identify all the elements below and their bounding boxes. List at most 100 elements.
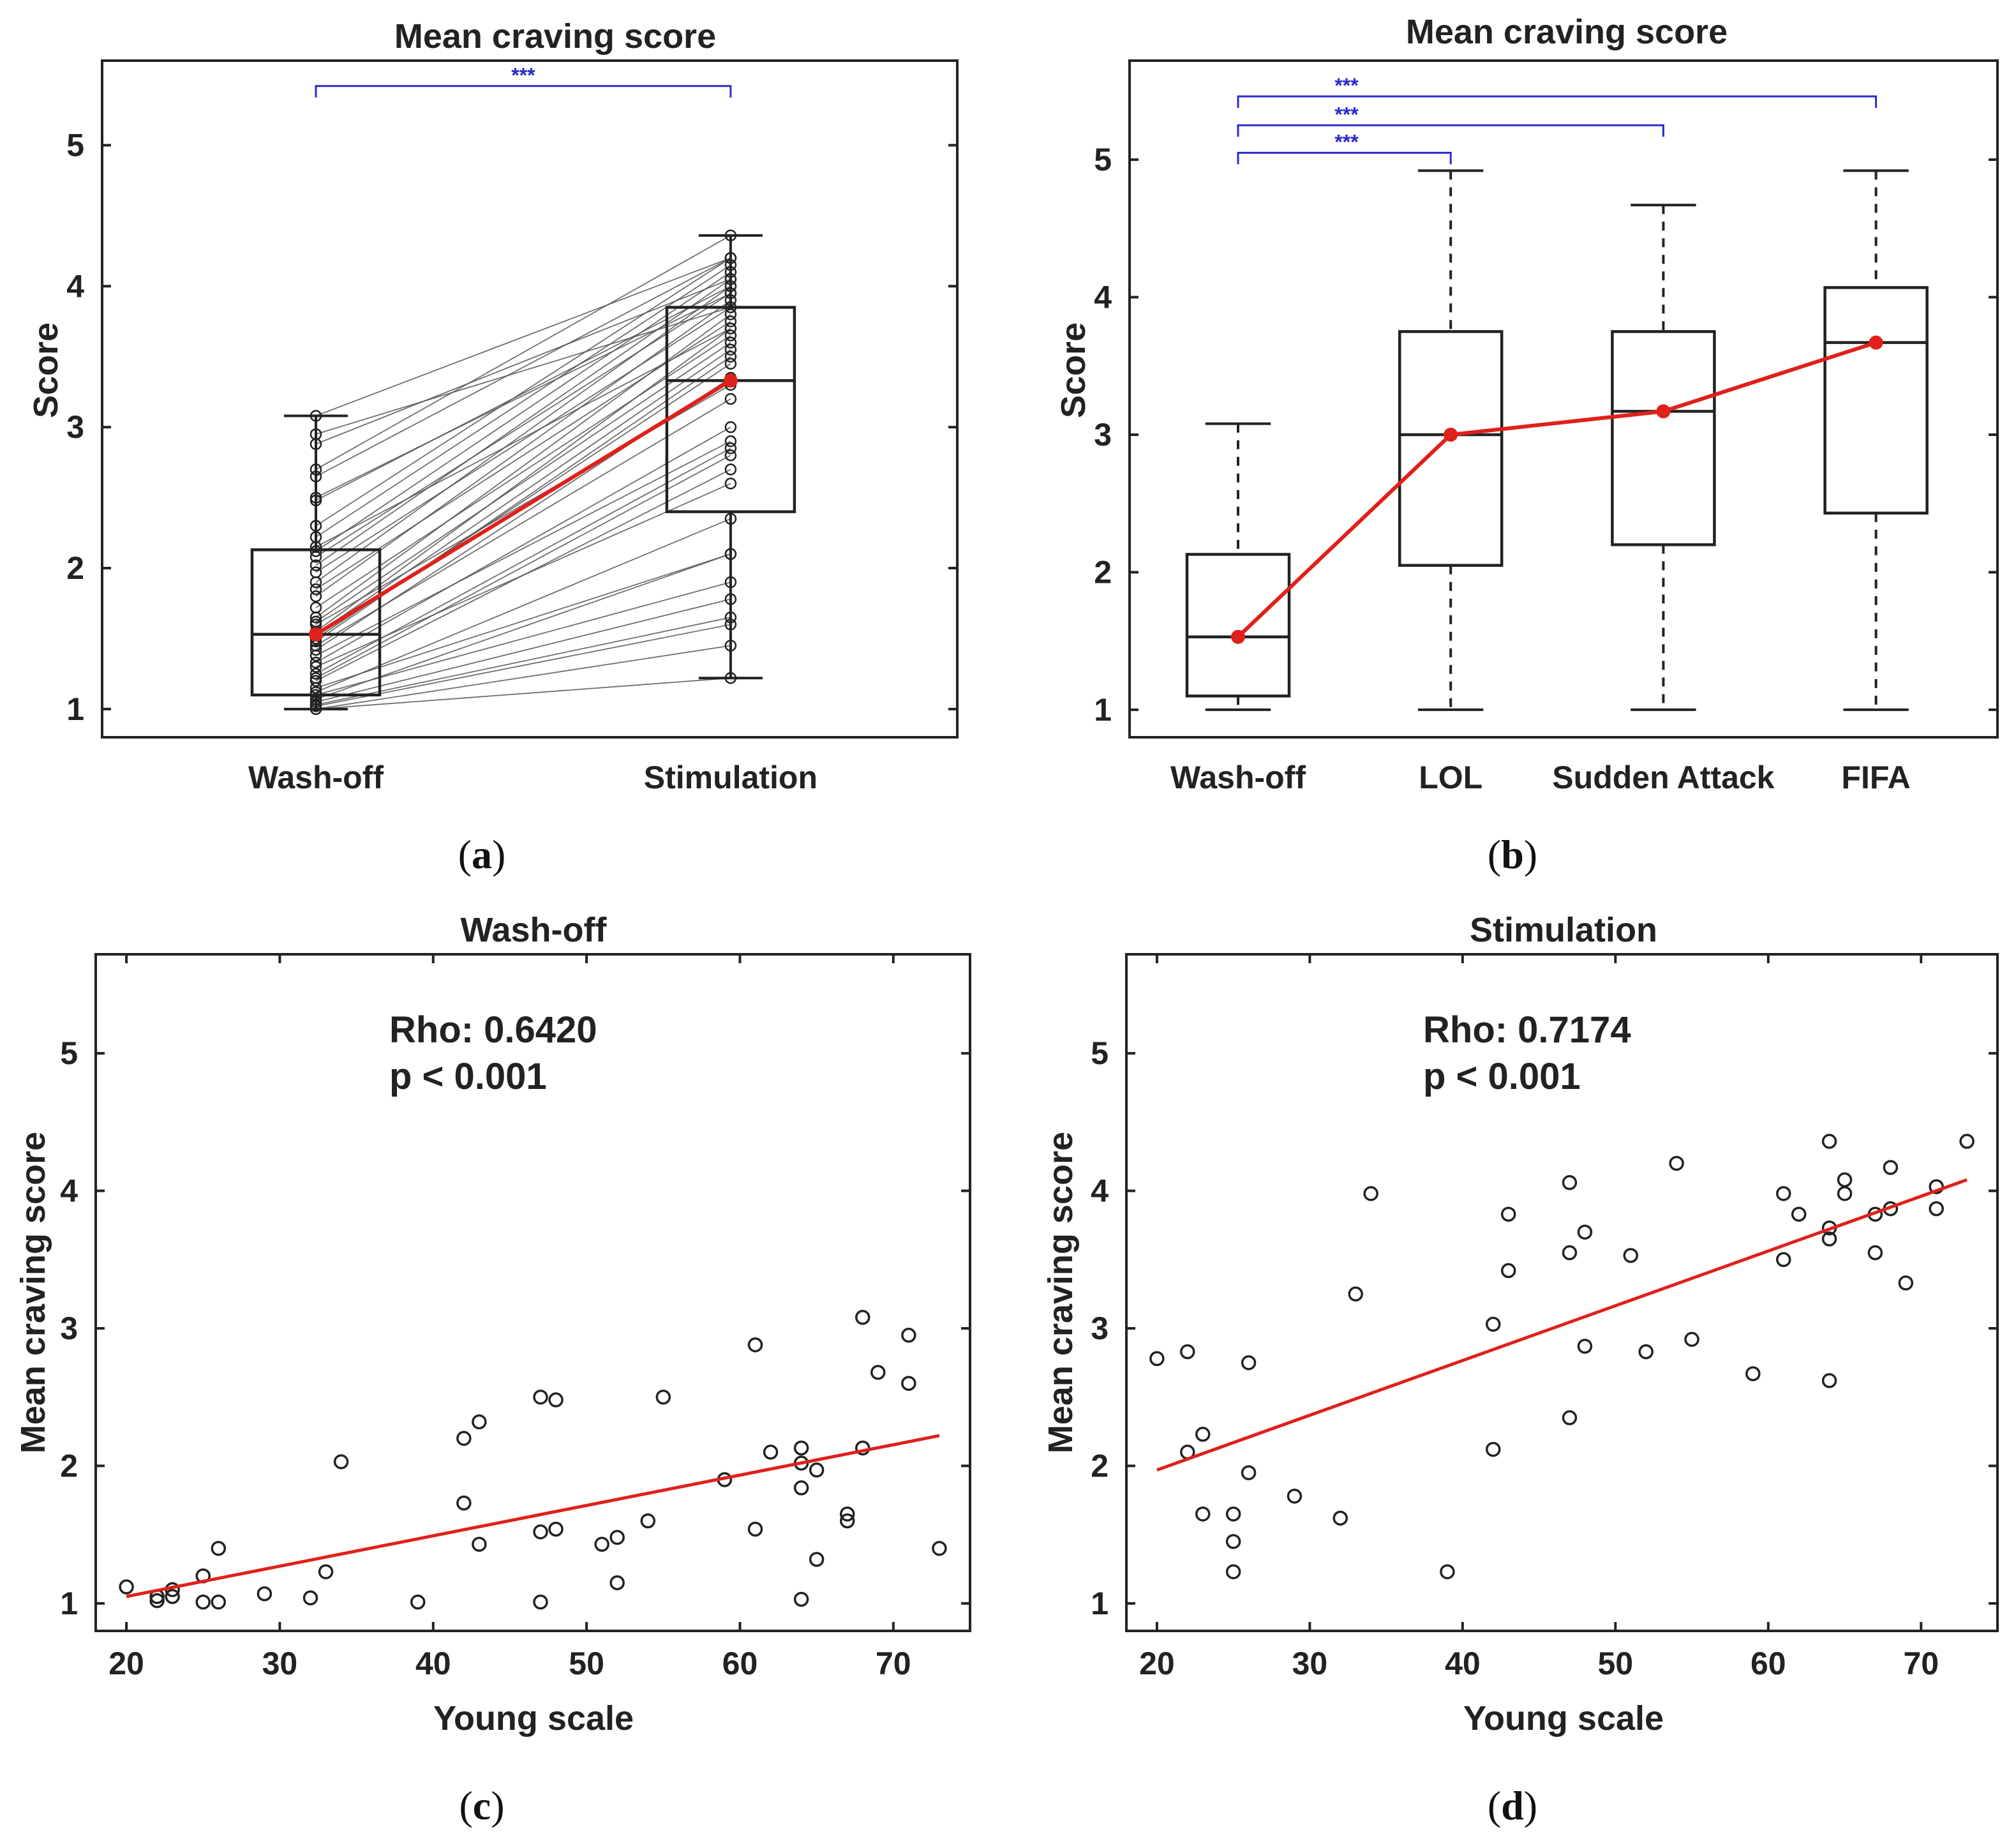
panel-b-category-label: Sudden Attack bbox=[1552, 760, 1774, 795]
panel-a-paired-line bbox=[315, 398, 731, 647]
panel-a: Mean craving score Score (a) 1 2 3 4 5 Wash-o… bbox=[27, 17, 959, 877]
panel-a-stimulation-point bbox=[724, 357, 737, 370]
panel-c-title: Wash-off bbox=[461, 911, 608, 949]
panel-c-data-point bbox=[655, 1389, 671, 1405]
panel-a-paired-line bbox=[315, 327, 731, 633]
panel-d-data-point bbox=[1775, 1252, 1791, 1268]
panel-c-xtick-label: 50 bbox=[569, 1646, 604, 1681]
panel-c-caption: (c) bbox=[459, 1783, 504, 1828]
panel-a-paired-line bbox=[315, 292, 731, 558]
panel-b-ytick-label: 2 bbox=[1094, 554, 1112, 590]
panel-d-data-point bbox=[1363, 1186, 1378, 1201]
panel-c-data-point bbox=[763, 1445, 779, 1460]
panel-d-data-point bbox=[1241, 1465, 1257, 1480]
panel-c-data-point bbox=[901, 1328, 916, 1343]
panel-a-category-label: Wash-off bbox=[248, 760, 384, 795]
panel-d-ytick-label: 3 bbox=[1091, 1310, 1109, 1346]
panel-c-data-point bbox=[302, 1590, 318, 1606]
panel-b-mean-point bbox=[1869, 335, 1883, 350]
panel-c-xtick-label: 20 bbox=[108, 1646, 144, 1681]
panel-c-data-point bbox=[119, 1579, 134, 1595]
panel-a-sig-bracket bbox=[315, 85, 732, 98]
panel-a-paired-line bbox=[315, 598, 731, 703]
panel-c-data-point bbox=[594, 1536, 609, 1552]
panel-d-caption: (d) bbox=[1488, 1783, 1537, 1828]
panel-a-stimulation-point bbox=[724, 329, 737, 342]
panel-a-paired-line bbox=[315, 257, 731, 417]
panel-c-rho: Rho: 0.6420 bbox=[389, 1009, 597, 1051]
panel-d: Stimulation Mean craving score Young sca… bbox=[1042, 911, 1999, 1828]
panel-a-stimulation-point bbox=[724, 393, 737, 405]
panel-c-xtick-label: 40 bbox=[415, 1646, 451, 1681]
panel-d-data-point bbox=[1225, 1534, 1241, 1549]
panel-a-ytick-label: 3 bbox=[66, 409, 84, 445]
panel-a-sig-label: *** bbox=[511, 64, 535, 87]
panel-d-rho: Rho: 0.7174 bbox=[1423, 1009, 1631, 1051]
panel-d-data-point bbox=[1745, 1366, 1761, 1381]
panel-a-stimulation-point bbox=[724, 343, 737, 356]
panel-d-fit-line bbox=[1156, 1178, 1967, 1472]
panel-d-data-point bbox=[1241, 1355, 1257, 1370]
panel-b-sig-label: *** bbox=[1334, 130, 1359, 153]
panel-d-title: Stimulation bbox=[1470, 911, 1657, 949]
panel-c-ytick-label: 3 bbox=[60, 1310, 78, 1346]
panel-a-paired-line bbox=[315, 235, 731, 470]
panel-a-washoff-point bbox=[310, 668, 322, 680]
panel-d-data-point bbox=[1837, 1186, 1853, 1201]
panel-c-data-point bbox=[472, 1414, 487, 1430]
panel-c-xlabel: Young scale bbox=[433, 1699, 634, 1738]
panel-b-ytick-label: 1 bbox=[1094, 692, 1112, 728]
panel-b-mean-point bbox=[1444, 428, 1458, 442]
panel-b-mean-line bbox=[1236, 340, 1877, 638]
panel-c-xtick-label: 60 bbox=[722, 1646, 758, 1681]
panel-a-stimulation-point bbox=[724, 336, 737, 349]
panel-c-data-point bbox=[870, 1365, 886, 1380]
panel-d-data-point bbox=[1225, 1506, 1241, 1522]
panel-c-ytick-label: 2 bbox=[60, 1448, 78, 1483]
panel-a-paired-line bbox=[315, 313, 731, 619]
panel-d-data-point bbox=[1180, 1344, 1195, 1360]
panel-a-washoff-point bbox=[310, 601, 322, 614]
panel-d-ytick-label: 1 bbox=[1091, 1586, 1109, 1621]
panel-b-category-label: FIFA bbox=[1841, 760, 1910, 795]
panel-a-box bbox=[665, 306, 796, 513]
panel-a-ytick-label: 2 bbox=[66, 550, 84, 586]
panel-d-data-point bbox=[1929, 1201, 1944, 1217]
panel-d-data-point bbox=[1623, 1248, 1639, 1263]
panel-d-xtick-label: 40 bbox=[1445, 1646, 1481, 1681]
panel-d-xtick-label: 50 bbox=[1598, 1646, 1634, 1681]
panel-d-ytick-label: 5 bbox=[1091, 1035, 1109, 1071]
panel-c-data-point bbox=[932, 1540, 947, 1556]
panel-c-data-point bbox=[839, 1506, 855, 1522]
panel-a-paired-line bbox=[315, 582, 731, 696]
panel-a-ylabel: Score bbox=[27, 322, 65, 418]
panel-c-ytick-label: 1 bbox=[60, 1586, 78, 1621]
panel-a-paired-line bbox=[315, 342, 731, 622]
panel-a-stimulation-point bbox=[724, 315, 737, 327]
panel-d-data-point bbox=[1500, 1206, 1516, 1222]
panel-d-xtick-label: 20 bbox=[1139, 1646, 1175, 1681]
panel-c-data-point bbox=[318, 1564, 334, 1580]
panel-a-paired-line bbox=[315, 624, 731, 707]
panel-a-paired-line bbox=[315, 553, 731, 689]
panel-c-data-point bbox=[410, 1595, 426, 1610]
panel-b-plot-frame bbox=[1128, 59, 1999, 739]
panel-a-mean-line bbox=[315, 379, 732, 636]
panel-a-paired-line bbox=[315, 483, 731, 668]
panel-a-paired-line bbox=[315, 257, 731, 527]
panel-d-xtick-label: 30 bbox=[1292, 1646, 1328, 1681]
panel-c-ytick-label: 4 bbox=[60, 1173, 78, 1209]
panel-a-paired-line bbox=[315, 264, 731, 538]
panel-d-data-point bbox=[1929, 1179, 1944, 1194]
panel-b-sig-label: *** bbox=[1334, 103, 1359, 126]
panel-d-data-point bbox=[1195, 1506, 1211, 1522]
panel-d-data-point bbox=[1562, 1175, 1578, 1190]
panel-d-data-point bbox=[1562, 1245, 1578, 1261]
panel-d-ytick-label: 2 bbox=[1091, 1448, 1109, 1483]
panel-c-data-point bbox=[456, 1495, 472, 1511]
panel-a-paired-line bbox=[315, 271, 731, 552]
panel-a-washoff-point bbox=[310, 672, 322, 684]
panel-c-data-point bbox=[747, 1521, 763, 1537]
panel-a-washoff-point bbox=[310, 583, 322, 596]
panel-d-xtick-label: 60 bbox=[1751, 1646, 1786, 1681]
